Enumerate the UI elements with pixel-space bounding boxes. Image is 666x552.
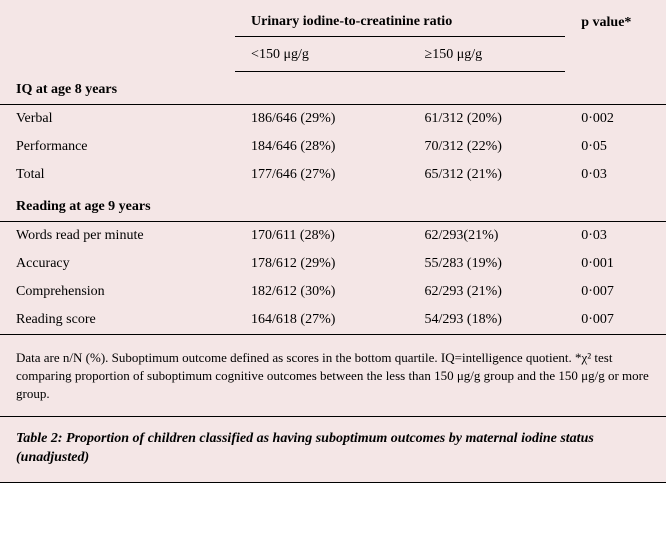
row-label: Total — [0, 161, 235, 189]
row-value-group1: 177/646 (27%) — [235, 161, 408, 189]
table-caption: Table 2: Proportion of children classifi… — [0, 417, 666, 483]
table-row: Total177/646 (27%)65/312 (21%)0·03 — [0, 161, 666, 189]
header-pvalue: p value* — [565, 0, 666, 37]
row-label: Accuracy — [0, 250, 235, 278]
subheader-p-empty — [565, 37, 666, 72]
row-value-group1: 178/612 (29%) — [235, 250, 408, 278]
row-value-group2: 65/312 (21%) — [409, 161, 566, 189]
section-title: IQ at age 8 years — [0, 72, 666, 105]
row-pvalue: 0·03 — [565, 161, 666, 189]
row-pvalue: 0·007 — [565, 278, 666, 306]
row-value-group1: 164/618 (27%) — [235, 306, 408, 334]
table-row: Accuracy178/612 (29%)55/283 (19%)0·001 — [0, 250, 666, 278]
row-value-group1: 186/646 (29%) — [235, 105, 408, 134]
table-body: IQ at age 8 yearsVerbal186/646 (29%)61/3… — [0, 72, 666, 335]
row-pvalue: 0·001 — [565, 250, 666, 278]
table-row: Comprehension182/612 (30%)62/293 (21%)0·… — [0, 278, 666, 306]
table-container: Urinary iodine-to-creatinine ratio p val… — [0, 0, 666, 483]
row-value-group2: 54/293 (18%) — [409, 306, 566, 334]
row-label: Words read per minute — [0, 222, 235, 251]
row-label: Comprehension — [0, 278, 235, 306]
row-pvalue: 0·002 — [565, 105, 666, 134]
row-value-group2: 61/312 (20%) — [409, 105, 566, 134]
section-title: Reading at age 9 years — [0, 189, 666, 222]
subheader-group2: ≥150 μg/g — [409, 37, 566, 72]
row-value-group2: 62/293(21%) — [409, 222, 566, 251]
row-pvalue: 0·007 — [565, 306, 666, 334]
row-value-group1: 184/646 (28%) — [235, 133, 408, 161]
row-label: Reading score — [0, 306, 235, 334]
row-value-group1: 170/611 (28%) — [235, 222, 408, 251]
row-value-group2: 70/312 (22%) — [409, 133, 566, 161]
header-spanner: Urinary iodine-to-creatinine ratio — [235, 0, 565, 37]
header-empty — [0, 0, 235, 37]
row-pvalue: 0·05 — [565, 133, 666, 161]
section-header: IQ at age 8 years — [0, 72, 666, 105]
row-label: Verbal — [0, 105, 235, 134]
row-value-group2: 62/293 (21%) — [409, 278, 566, 306]
data-table: Urinary iodine-to-creatinine ratio p val… — [0, 0, 666, 334]
row-label: Performance — [0, 133, 235, 161]
subheader-empty — [0, 37, 235, 72]
table-header: Urinary iodine-to-creatinine ratio p val… — [0, 0, 666, 72]
table-row: Reading score164/618 (27%)54/293 (18%)0·… — [0, 306, 666, 334]
table-row: Performance184/646 (28%)70/312 (22%)0·05 — [0, 133, 666, 161]
subheader-group1: <150 μg/g — [235, 37, 408, 72]
row-pvalue: 0·03 — [565, 222, 666, 251]
row-value-group1: 182/612 (30%) — [235, 278, 408, 306]
row-value-group2: 55/283 (19%) — [409, 250, 566, 278]
table-footnote: Data are n/N (%). Suboptimum outcome def… — [0, 334, 666, 417]
table-row: Words read per minute170/611 (28%)62/293… — [0, 222, 666, 251]
section-header: Reading at age 9 years — [0, 189, 666, 222]
table-row: Verbal186/646 (29%)61/312 (20%)0·002 — [0, 105, 666, 134]
